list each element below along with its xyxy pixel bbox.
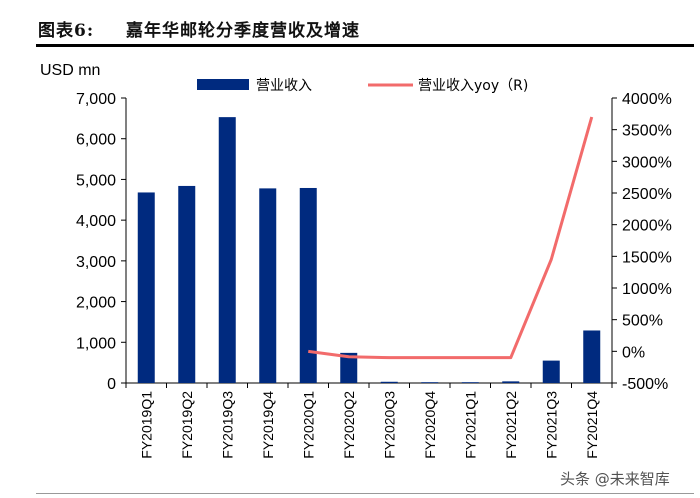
legend-line-label: 营业收入yoy（R) xyxy=(418,78,528,94)
x-tick-label: FY2021Q2 xyxy=(503,391,519,459)
tick-labels: 0 1,000 2,000 3,000 4,000 5,000 6,000 7,000 USD … xyxy=(40,62,672,459)
bar xyxy=(137,192,155,383)
left-axis-unit: USD mn xyxy=(40,62,100,79)
figure-header: 图表6: 嘉年华邮轮分季度营收及增速 xyxy=(0,0,700,46)
left-tick-label: 7,000 xyxy=(76,91,116,108)
x-tick-label: FY2019Q2 xyxy=(179,391,195,459)
legend-bar-label: 营业收入 xyxy=(256,78,312,94)
legend-bar-swatch xyxy=(197,79,249,90)
left-tick-label: 2,000 xyxy=(76,295,116,312)
right-tick-label: 0% xyxy=(622,344,645,361)
bar xyxy=(178,185,196,383)
right-tick-label: 3500% xyxy=(622,123,672,140)
axes xyxy=(121,97,617,388)
bar xyxy=(583,330,601,383)
right-tick-label: 1500% xyxy=(622,249,672,266)
x-tick-label: FY2021Q1 xyxy=(462,391,478,459)
x-tick-label: FY2019Q1 xyxy=(138,391,154,459)
x-tick-label: FY2020Q2 xyxy=(341,391,357,459)
watermark-text: 头条 @未来智库 xyxy=(560,470,670,488)
bar xyxy=(218,117,236,383)
x-tick-label: FY2021Q3 xyxy=(543,391,559,459)
figure-title: 嘉年华邮轮分季度营收及增速 xyxy=(126,21,360,41)
x-tick-label: FY2020Q4 xyxy=(422,391,438,459)
left-tick-label: 3,000 xyxy=(76,254,116,271)
left-tick-label: 6,000 xyxy=(76,132,116,149)
line-series xyxy=(308,116,594,360)
x-tick-label: FY2019Q4 xyxy=(260,391,276,459)
title-rule xyxy=(36,44,694,47)
right-tick-label: 500% xyxy=(622,313,663,330)
left-tick-label: 1,000 xyxy=(76,335,116,352)
bar-series xyxy=(137,117,601,383)
bar xyxy=(259,188,277,383)
legend: 营业收入 营业收入yoy（R) xyxy=(197,78,528,94)
bar xyxy=(461,382,479,383)
bar xyxy=(340,352,358,383)
bar xyxy=(542,360,560,383)
bar xyxy=(380,381,398,383)
x-tick-label: FY2020Q1 xyxy=(300,391,316,459)
right-tick-label: 3000% xyxy=(622,154,672,171)
right-tick-label: 2500% xyxy=(622,186,672,203)
right-tick-label: 2000% xyxy=(622,218,672,235)
yoy-line xyxy=(308,116,594,360)
left-tick-label: 0 xyxy=(107,376,116,393)
x-tick-label: FY2020Q3 xyxy=(381,391,397,459)
bar xyxy=(299,187,317,383)
x-tick-label: FY2021Q4 xyxy=(584,391,600,459)
right-tick-label: -500% xyxy=(622,376,668,393)
bar xyxy=(421,382,439,383)
bottom-rule xyxy=(36,493,694,494)
figure-number: 图表6: xyxy=(38,21,95,41)
bar xyxy=(502,381,520,383)
left-tick-label: 4,000 xyxy=(76,213,116,230)
left-tick-label: 5,000 xyxy=(76,172,116,189)
x-tick-label: FY2019Q3 xyxy=(219,391,235,459)
right-tick-label: 1000% xyxy=(622,281,672,298)
right-tick-label: 4000% xyxy=(622,91,672,108)
